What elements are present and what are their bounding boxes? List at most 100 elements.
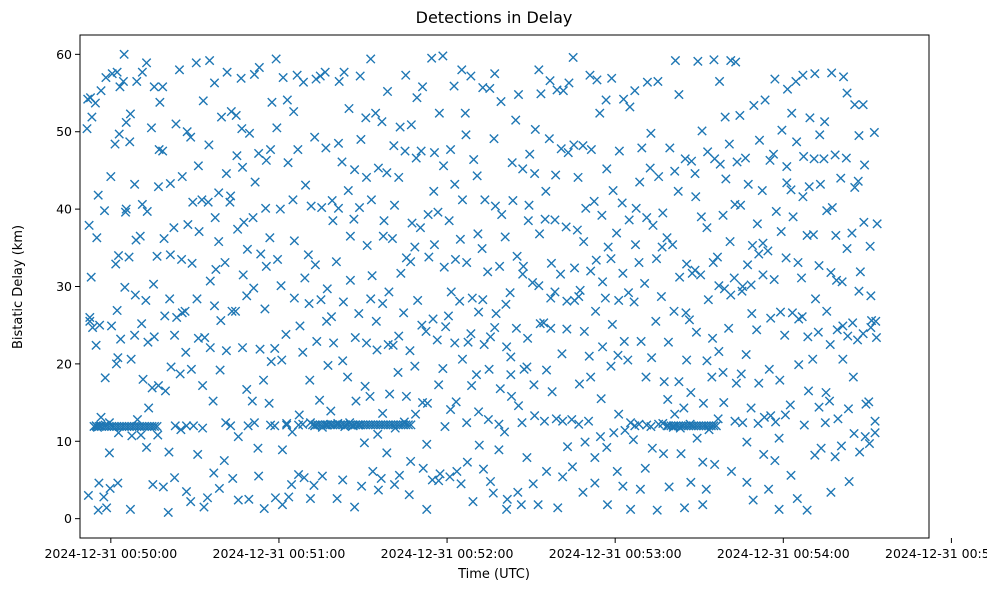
data-point [574, 291, 584, 302]
data-point [838, 72, 849, 82]
data-point [794, 359, 804, 370]
data-point [306, 201, 316, 211]
data-point [557, 416, 568, 426]
data-point [702, 222, 712, 233]
data-point [770, 417, 781, 427]
data-point [541, 186, 551, 197]
data-point [242, 244, 253, 255]
data-point [578, 140, 588, 151]
data-point [298, 347, 308, 357]
data-point [266, 356, 276, 367]
data-point [300, 180, 311, 190]
data-point [237, 123, 247, 134]
data-point [248, 212, 258, 223]
data-point [438, 363, 448, 374]
data-point [463, 337, 473, 347]
data-point [815, 179, 826, 190]
data-point [590, 306, 601, 316]
data-point [575, 285, 585, 296]
data-point [312, 336, 322, 347]
data-point [539, 416, 550, 426]
data-point [786, 185, 796, 195]
data-point [718, 210, 728, 221]
data-point [400, 146, 410, 156]
data-point [522, 333, 533, 344]
data-point [595, 108, 605, 118]
y-tick-label: 0 [64, 511, 72, 526]
data-point [860, 431, 870, 442]
data-point [631, 203, 641, 214]
data-point [760, 95, 770, 105]
data-point [366, 54, 376, 64]
data-point [478, 294, 488, 305]
data-point [653, 171, 664, 182]
data-point [602, 500, 613, 510]
data-point [216, 112, 227, 122]
data-point [85, 316, 95, 327]
data-point [659, 376, 669, 387]
data-point [870, 416, 880, 426]
data-point [501, 342, 512, 352]
data-point [136, 430, 146, 440]
data-point [838, 354, 848, 364]
data-point [169, 330, 180, 340]
data-point [452, 466, 462, 477]
data-point [691, 327, 702, 337]
data-point [742, 437, 752, 447]
data-point [214, 483, 225, 494]
data-point [751, 325, 762, 335]
data-point [394, 470, 405, 481]
data-point [434, 108, 445, 118]
data-point [281, 418, 292, 429]
data-point [445, 472, 455, 482]
data-point [424, 252, 434, 262]
data-point [624, 215, 634, 225]
data-point [712, 252, 723, 262]
data-point [814, 402, 824, 412]
data-point [601, 95, 611, 105]
data-point [125, 137, 135, 147]
data-point [411, 153, 421, 163]
data-point [298, 77, 309, 87]
data-point [405, 456, 416, 467]
data-point [639, 278, 650, 289]
data-point [305, 375, 315, 385]
data-point [466, 329, 476, 339]
data-point [373, 163, 384, 173]
data-point [394, 172, 404, 183]
data-point [501, 504, 512, 515]
data-point [379, 216, 389, 226]
data-point [94, 478, 104, 488]
data-point [670, 166, 680, 176]
data-point [334, 76, 344, 87]
data-point [471, 370, 482, 380]
data-point [619, 336, 629, 347]
data-point [141, 442, 152, 453]
data-point [405, 346, 415, 356]
data-point [199, 502, 209, 512]
data-point [209, 78, 220, 88]
data-point [368, 466, 378, 477]
data-point [129, 330, 140, 340]
data-point [628, 435, 639, 445]
data-point [198, 96, 208, 106]
data-point [254, 62, 265, 73]
data-point [277, 355, 287, 365]
data-point [365, 391, 375, 402]
data-point [707, 333, 718, 344]
data-point [709, 421, 719, 431]
data-point [826, 68, 837, 78]
data-point [410, 361, 420, 371]
data-point [785, 400, 795, 410]
data-point [152, 251, 162, 262]
data-point [473, 307, 484, 317]
data-point [557, 472, 568, 482]
data-point [653, 76, 663, 87]
data-point [763, 484, 774, 494]
data-point [651, 253, 662, 264]
data-point [546, 258, 557, 268]
data-point [94, 320, 105, 330]
data-point [225, 191, 236, 201]
data-point [697, 126, 707, 136]
data-point [326, 406, 336, 416]
